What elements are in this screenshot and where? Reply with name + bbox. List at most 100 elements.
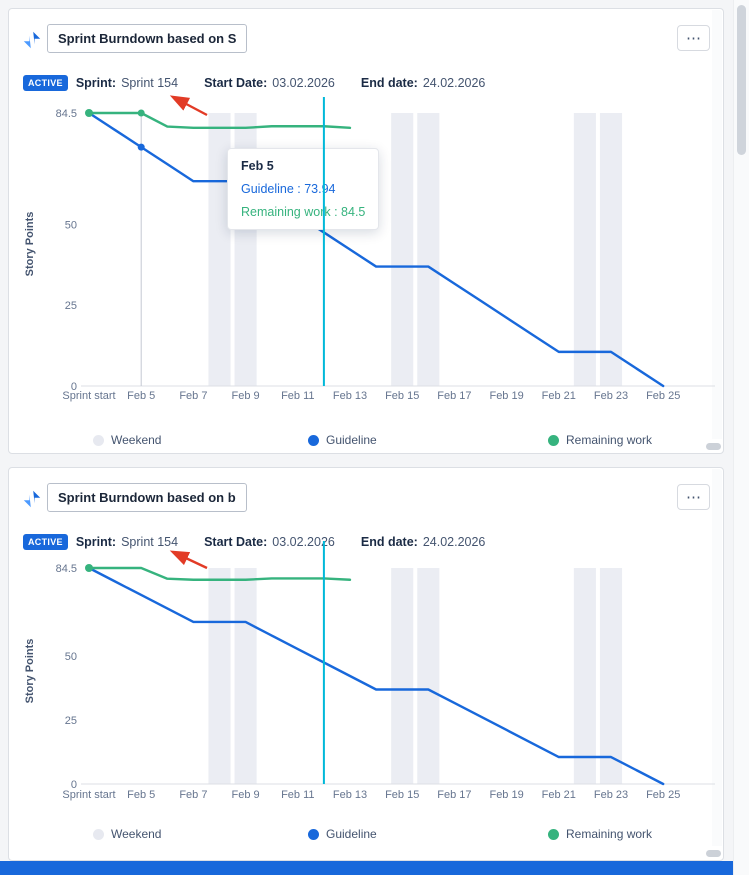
x-tick-label: Feb 25 bbox=[646, 390, 680, 402]
remaining-work-swatch-icon bbox=[548, 434, 559, 446]
legend-item-guideline[interactable]: Guideline bbox=[308, 827, 377, 841]
weekend-swatch-icon bbox=[93, 828, 104, 840]
legend-item-remaining-work[interactable]: Remaining work bbox=[548, 433, 652, 447]
x-tick-label: Feb 5 bbox=[127, 789, 155, 801]
widget-scrollbar-thumb[interactable] bbox=[706, 850, 721, 857]
jira-logo-icon bbox=[22, 489, 42, 509]
legend-label: Guideline bbox=[326, 827, 377, 841]
legend-label: Guideline bbox=[326, 433, 377, 447]
y-axis-title: Story Points bbox=[24, 638, 36, 704]
jira-logo-icon bbox=[22, 30, 42, 50]
series-Guideline bbox=[87, 566, 665, 786]
x-tick-label: Feb 5 bbox=[127, 390, 155, 402]
chart-legend: Weekend Guideline Remaining work bbox=[9, 433, 723, 449]
end-date-value: 24.02.2026 bbox=[422, 76, 486, 90]
weekend-band bbox=[391, 113, 414, 386]
y-tick-label: 0 bbox=[71, 381, 77, 393]
legend-item-weekend[interactable]: Weekend bbox=[93, 433, 161, 447]
start-date-value: 03.02.2026 bbox=[272, 535, 335, 549]
widget-menu-button[interactable]: ⋯ bbox=[677, 25, 710, 51]
weekend-band bbox=[417, 113, 440, 386]
ellipsis-icon: ⋯ bbox=[686, 29, 701, 47]
y-tick-label: 84.5 bbox=[56, 108, 77, 120]
x-tick-label: Feb 19 bbox=[489, 789, 523, 801]
weekend-band bbox=[599, 113, 623, 386]
legend-item-guideline[interactable]: Guideline bbox=[308, 433, 377, 447]
burndown-widget: Sprint Burndown based on b ⋯ ACTIVE Spri… bbox=[8, 467, 724, 861]
y-tick-label: 50 bbox=[65, 219, 77, 231]
series-Remaining work bbox=[87, 566, 352, 581]
end-date-value: 24.02.2026 bbox=[422, 535, 486, 549]
y-axis-title: Story Points bbox=[24, 211, 36, 277]
x-tick-label: Feb 25 bbox=[646, 789, 680, 801]
guideline-swatch-icon bbox=[308, 828, 319, 840]
legend-item-weekend[interactable]: Weekend bbox=[93, 827, 161, 841]
x-tick-label: Feb 17 bbox=[437, 789, 471, 801]
hover-dot bbox=[137, 143, 145, 151]
series-Guideline bbox=[87, 111, 665, 388]
weekend-band bbox=[208, 568, 231, 784]
y-tick-label: 0 bbox=[71, 779, 77, 791]
y-tick-label: 50 bbox=[65, 651, 77, 663]
weekend-band bbox=[234, 568, 257, 784]
x-tick-label: Feb 23 bbox=[594, 390, 628, 402]
widget-menu-button[interactable]: ⋯ bbox=[677, 484, 710, 510]
tooltip-guideline-value: Guideline : 73.94 bbox=[241, 182, 336, 196]
chart-tooltip: Feb 5 Guideline : 73.94 Remaining work :… bbox=[227, 148, 380, 230]
page-scrollbar-thumb[interactable] bbox=[737, 5, 746, 155]
y-tick-label: 25 bbox=[65, 300, 77, 312]
sprint-status-badge: ACTIVE bbox=[23, 534, 68, 550]
bottom-accent-bar bbox=[0, 861, 733, 875]
x-tick-label: Feb 9 bbox=[232, 789, 260, 801]
guideline-swatch-icon bbox=[308, 434, 319, 446]
sprint-label: Sprint: bbox=[75, 535, 117, 549]
weekend-band bbox=[573, 113, 596, 386]
x-tick-label: Feb 13 bbox=[333, 390, 367, 402]
widget-scrollbar-track[interactable] bbox=[712, 10, 722, 439]
widget-scrollbar-track[interactable] bbox=[712, 469, 722, 846]
x-tick-label: Feb 7 bbox=[179, 390, 207, 402]
legend-label: Weekend bbox=[111, 433, 162, 447]
start-date-label: Start Date: bbox=[204, 76, 268, 90]
weekend-band bbox=[599, 568, 623, 784]
widget-title[interactable]: Sprint Burndown based on S bbox=[47, 24, 248, 53]
sprint-status-badge: ACTIVE bbox=[23, 75, 68, 91]
x-tick-label: Feb 11 bbox=[281, 390, 314, 402]
remaining-work-swatch-icon bbox=[548, 828, 559, 840]
end-date-label: End date: bbox=[360, 76, 418, 90]
x-tick-label: Feb 17 bbox=[437, 390, 471, 402]
legend-label: Remaining work bbox=[566, 827, 653, 841]
y-tick-label: 84.5 bbox=[56, 563, 77, 575]
x-tick-label: Sprint start bbox=[62, 390, 115, 402]
start-date-label: Start Date: bbox=[204, 535, 268, 549]
sprint-info-row: ACTIVE Sprint: Sprint 154 Start Date: 03… bbox=[23, 534, 485, 550]
sprint-value: Sprint 154 bbox=[121, 535, 179, 549]
x-tick-label: Feb 13 bbox=[333, 789, 367, 801]
hover-dot bbox=[137, 109, 145, 117]
y-tick-label: 25 bbox=[65, 715, 77, 727]
x-tick-label: Feb 9 bbox=[232, 390, 260, 402]
x-tick-label: Feb 15 bbox=[385, 390, 419, 402]
page-scrollbar-track[interactable] bbox=[733, 0, 749, 875]
widget-scrollbar-thumb[interactable] bbox=[706, 443, 721, 450]
x-tick-label: Feb 11 bbox=[281, 789, 314, 801]
widget-title[interactable]: Sprint Burndown based on b bbox=[47, 483, 247, 512]
tooltip-date: Feb 5 bbox=[241, 159, 274, 173]
legend-label: Remaining work bbox=[566, 433, 653, 447]
legend-item-remaining-work[interactable]: Remaining work bbox=[548, 827, 652, 841]
ellipsis-icon: ⋯ bbox=[686, 488, 701, 506]
weekend-band bbox=[391, 568, 414, 784]
weekend-swatch-icon bbox=[93, 434, 104, 446]
tooltip-remaining-value: Remaining work : 84.5 bbox=[241, 205, 366, 219]
sprint-label: Sprint: bbox=[75, 76, 117, 90]
legend-label: Weekend bbox=[111, 827, 162, 841]
x-tick-label: Feb 21 bbox=[542, 390, 576, 402]
start-date-value: 03.02.2026 bbox=[272, 76, 335, 90]
x-tick-label: Feb 15 bbox=[385, 789, 419, 801]
series-Remaining work bbox=[87, 111, 352, 130]
end-date-label: End date: bbox=[360, 535, 418, 549]
weekend-band bbox=[573, 568, 596, 784]
weekend-band bbox=[417, 568, 440, 784]
